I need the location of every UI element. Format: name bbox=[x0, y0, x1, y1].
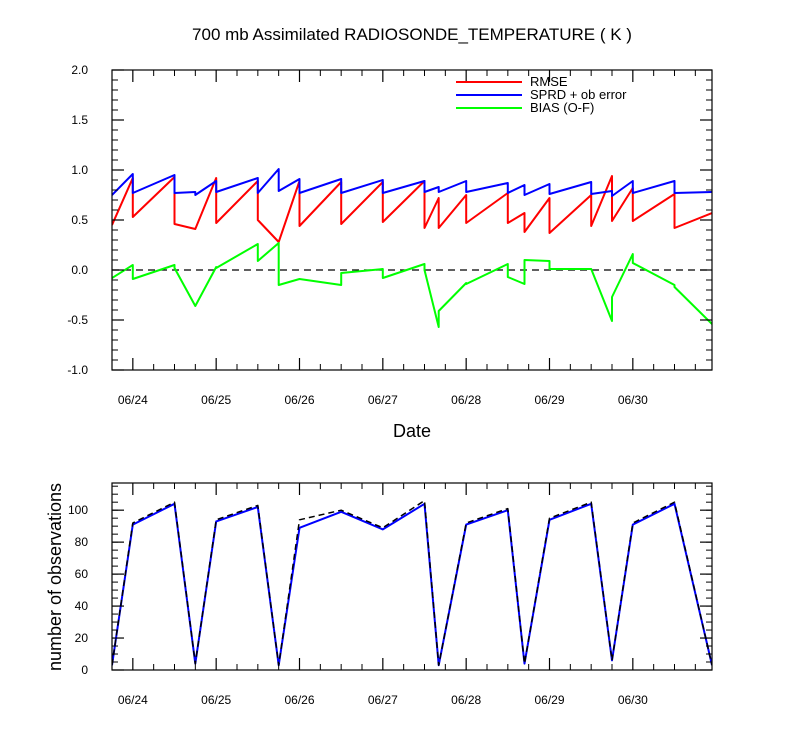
series-line-bias-o-f bbox=[112, 242, 712, 328]
x-tick-label: 06/27 bbox=[368, 393, 398, 407]
x-axis-label: Date bbox=[393, 421, 431, 441]
plot-frame bbox=[111, 69, 713, 371]
y-tick-label: 1.0 bbox=[71, 163, 88, 177]
series-line-used bbox=[112, 502, 712, 667]
y-tick-label: 40 bbox=[75, 599, 89, 613]
x-tick-label: 06/24 bbox=[118, 693, 148, 707]
x-tick-label: 06/30 bbox=[618, 393, 648, 407]
bias-rmse-panel: 06/24 06/25 06/26 06/27 06/28 06/29 06/30 -1.0 -… bbox=[67, 63, 713, 407]
legend-label: BIAS (O-F) bbox=[530, 100, 594, 115]
series-line-available bbox=[112, 499, 712, 666]
x-tick-label: 06/25 bbox=[201, 693, 231, 707]
y-tick-label: 80 bbox=[75, 535, 89, 549]
y-axis-label: number of observations bbox=[45, 483, 65, 671]
y-tick-label: 60 bbox=[75, 567, 89, 581]
legend-label: RMSE bbox=[530, 74, 568, 89]
x-tick-label: 06/26 bbox=[284, 393, 314, 407]
y-tick-label: 1.5 bbox=[71, 113, 88, 127]
y-tick-label: 2.0 bbox=[71, 63, 88, 77]
legend-label: SPRD + ob error bbox=[530, 87, 627, 102]
x-tick-label: 06/26 bbox=[284, 693, 314, 707]
plot-frame bbox=[111, 482, 713, 671]
chart-title: 700 mb Assimilated RADIOSONDE_TEMPERATUR… bbox=[192, 25, 632, 44]
y-tick-label: 0.0 bbox=[71, 263, 88, 277]
y-tick-label: 100 bbox=[68, 503, 88, 517]
x-tick-label: 06/28 bbox=[451, 393, 481, 407]
y-tick-label: -0.5 bbox=[67, 313, 88, 327]
x-tick-label: 06/30 bbox=[618, 693, 648, 707]
y-tick-label: 0 bbox=[81, 663, 88, 677]
x-tick-label: 06/24 bbox=[118, 393, 148, 407]
x-tick-label: 06/28 bbox=[451, 693, 481, 707]
series-line-sprd-ob-error bbox=[112, 168, 712, 197]
x-tick-label: 06/29 bbox=[534, 693, 564, 707]
observations-panel: 06/24 06/25 06/26 06/27 06/28 06/29 06/30 0 20 40… bbox=[68, 482, 713, 707]
series-line-rmse bbox=[112, 175, 712, 243]
x-tick-label: 06/25 bbox=[201, 393, 231, 407]
x-tick-label: 06/29 bbox=[534, 393, 564, 407]
y-tick-label: 20 bbox=[75, 631, 89, 645]
x-tick-label: 06/27 bbox=[368, 693, 398, 707]
y-tick-label: -1.0 bbox=[67, 363, 88, 377]
y-tick-label: 0.5 bbox=[71, 213, 88, 227]
